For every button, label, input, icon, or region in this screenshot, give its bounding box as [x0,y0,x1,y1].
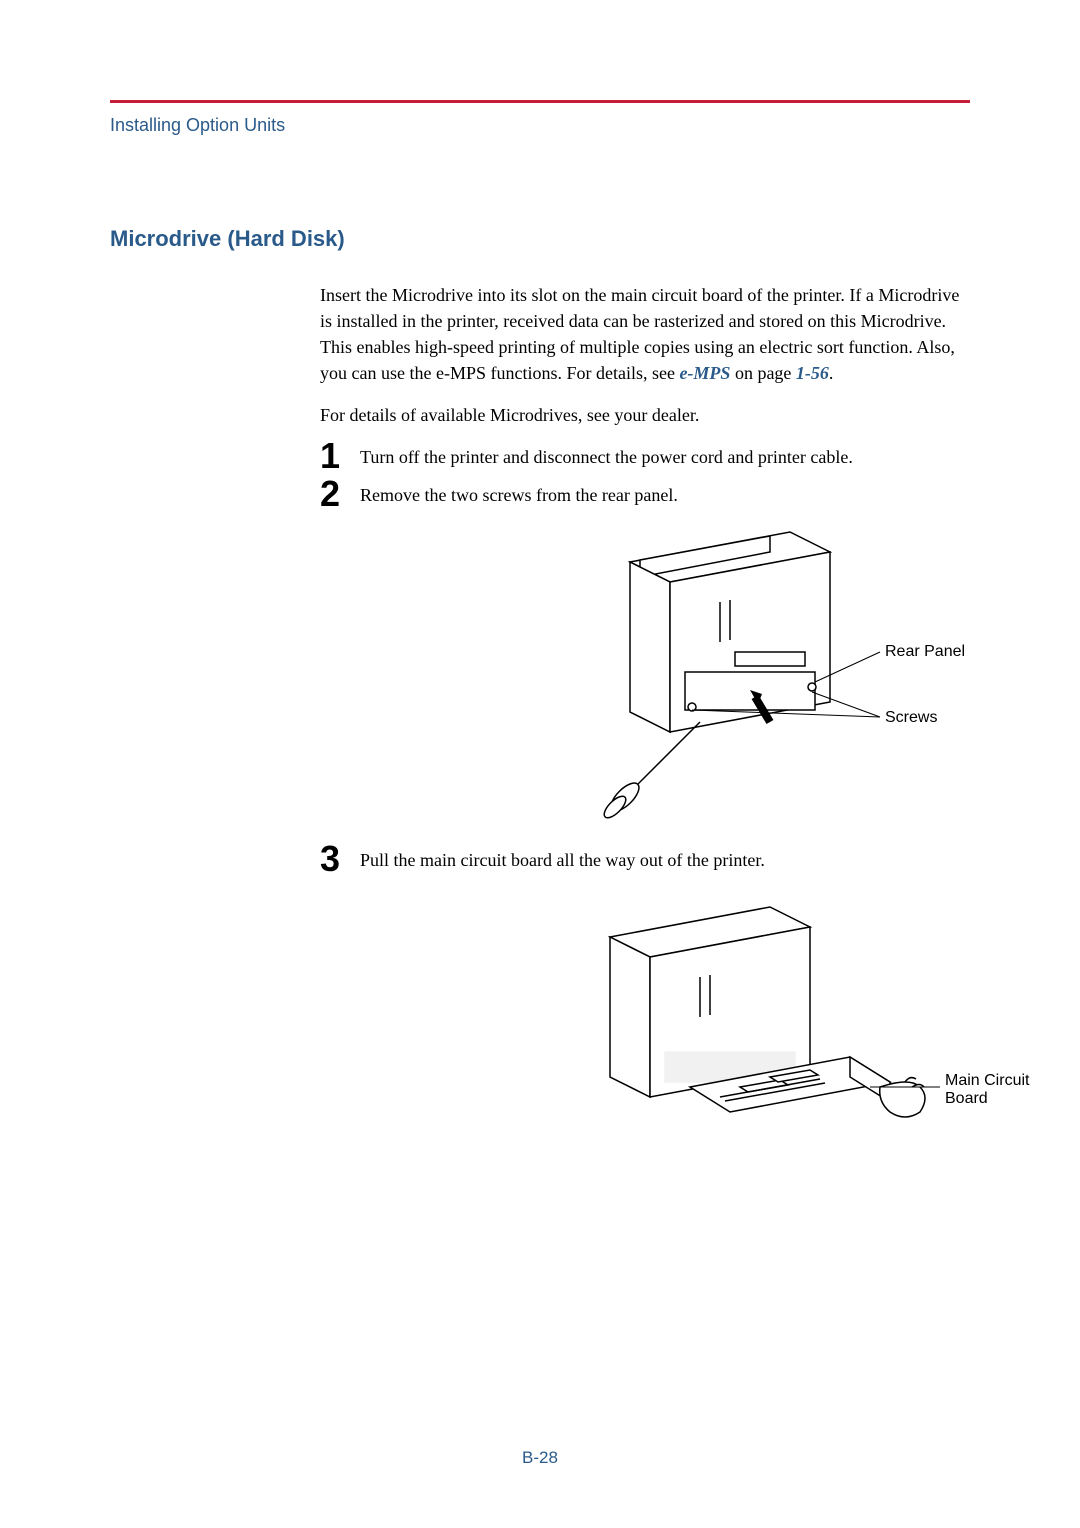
step-1: 1 Turn off the printer and disconnect th… [320,444,970,474]
printer-board-diagram: Main Circuit Board [570,887,1030,1187]
step-text: Turn off the printer and disconnect the … [360,444,970,470]
callout-main-board-l2: Board [945,1090,988,1107]
intro-end: . [829,363,834,383]
step-text: Remove the two screws from the rear pane… [360,482,970,508]
intro-mid: on page [730,363,795,383]
intro-paragraph-2: For details of available Microdrives, se… [320,402,970,428]
callout-main-board-l1: Main Circuit [945,1072,1030,1089]
step-number: 2 [320,476,360,512]
step-number: 1 [320,438,360,474]
body-column: Insert the Microdrive into its slot on t… [320,282,970,1192]
step-text: Pull the main circuit board all the way … [360,847,970,873]
breadcrumb: Installing Option Units [110,115,970,136]
intro-paragraph-1: Insert the Microdrive into its slot on t… [320,282,970,386]
figure-2: Main Circuit Board [570,887,970,1192]
page-number: B-28 [0,1448,1080,1468]
step-number: 3 [320,841,360,877]
callout-rear-panel: Rear Panel [885,643,965,660]
step-2: 2 Remove the two screws from the rear pa… [320,482,970,512]
page: Installing Option Units Microdrive (Hard… [0,0,1080,1528]
printer-rear-diagram: Rear Panel Screws [570,522,990,822]
header-rule [110,100,970,103]
callout-screws: Screws [885,709,937,726]
figure-1: Rear Panel Screws [570,522,970,827]
link-emps[interactable]: e-MPS [679,363,730,383]
link-page-ref[interactable]: 1-56 [796,363,829,383]
intro-text: Insert the Microdrive into its slot on t… [320,285,959,383]
step-3: 3 Pull the main circuit board all the wa… [320,847,970,877]
section-title: Microdrive (Hard Disk) [110,226,970,252]
